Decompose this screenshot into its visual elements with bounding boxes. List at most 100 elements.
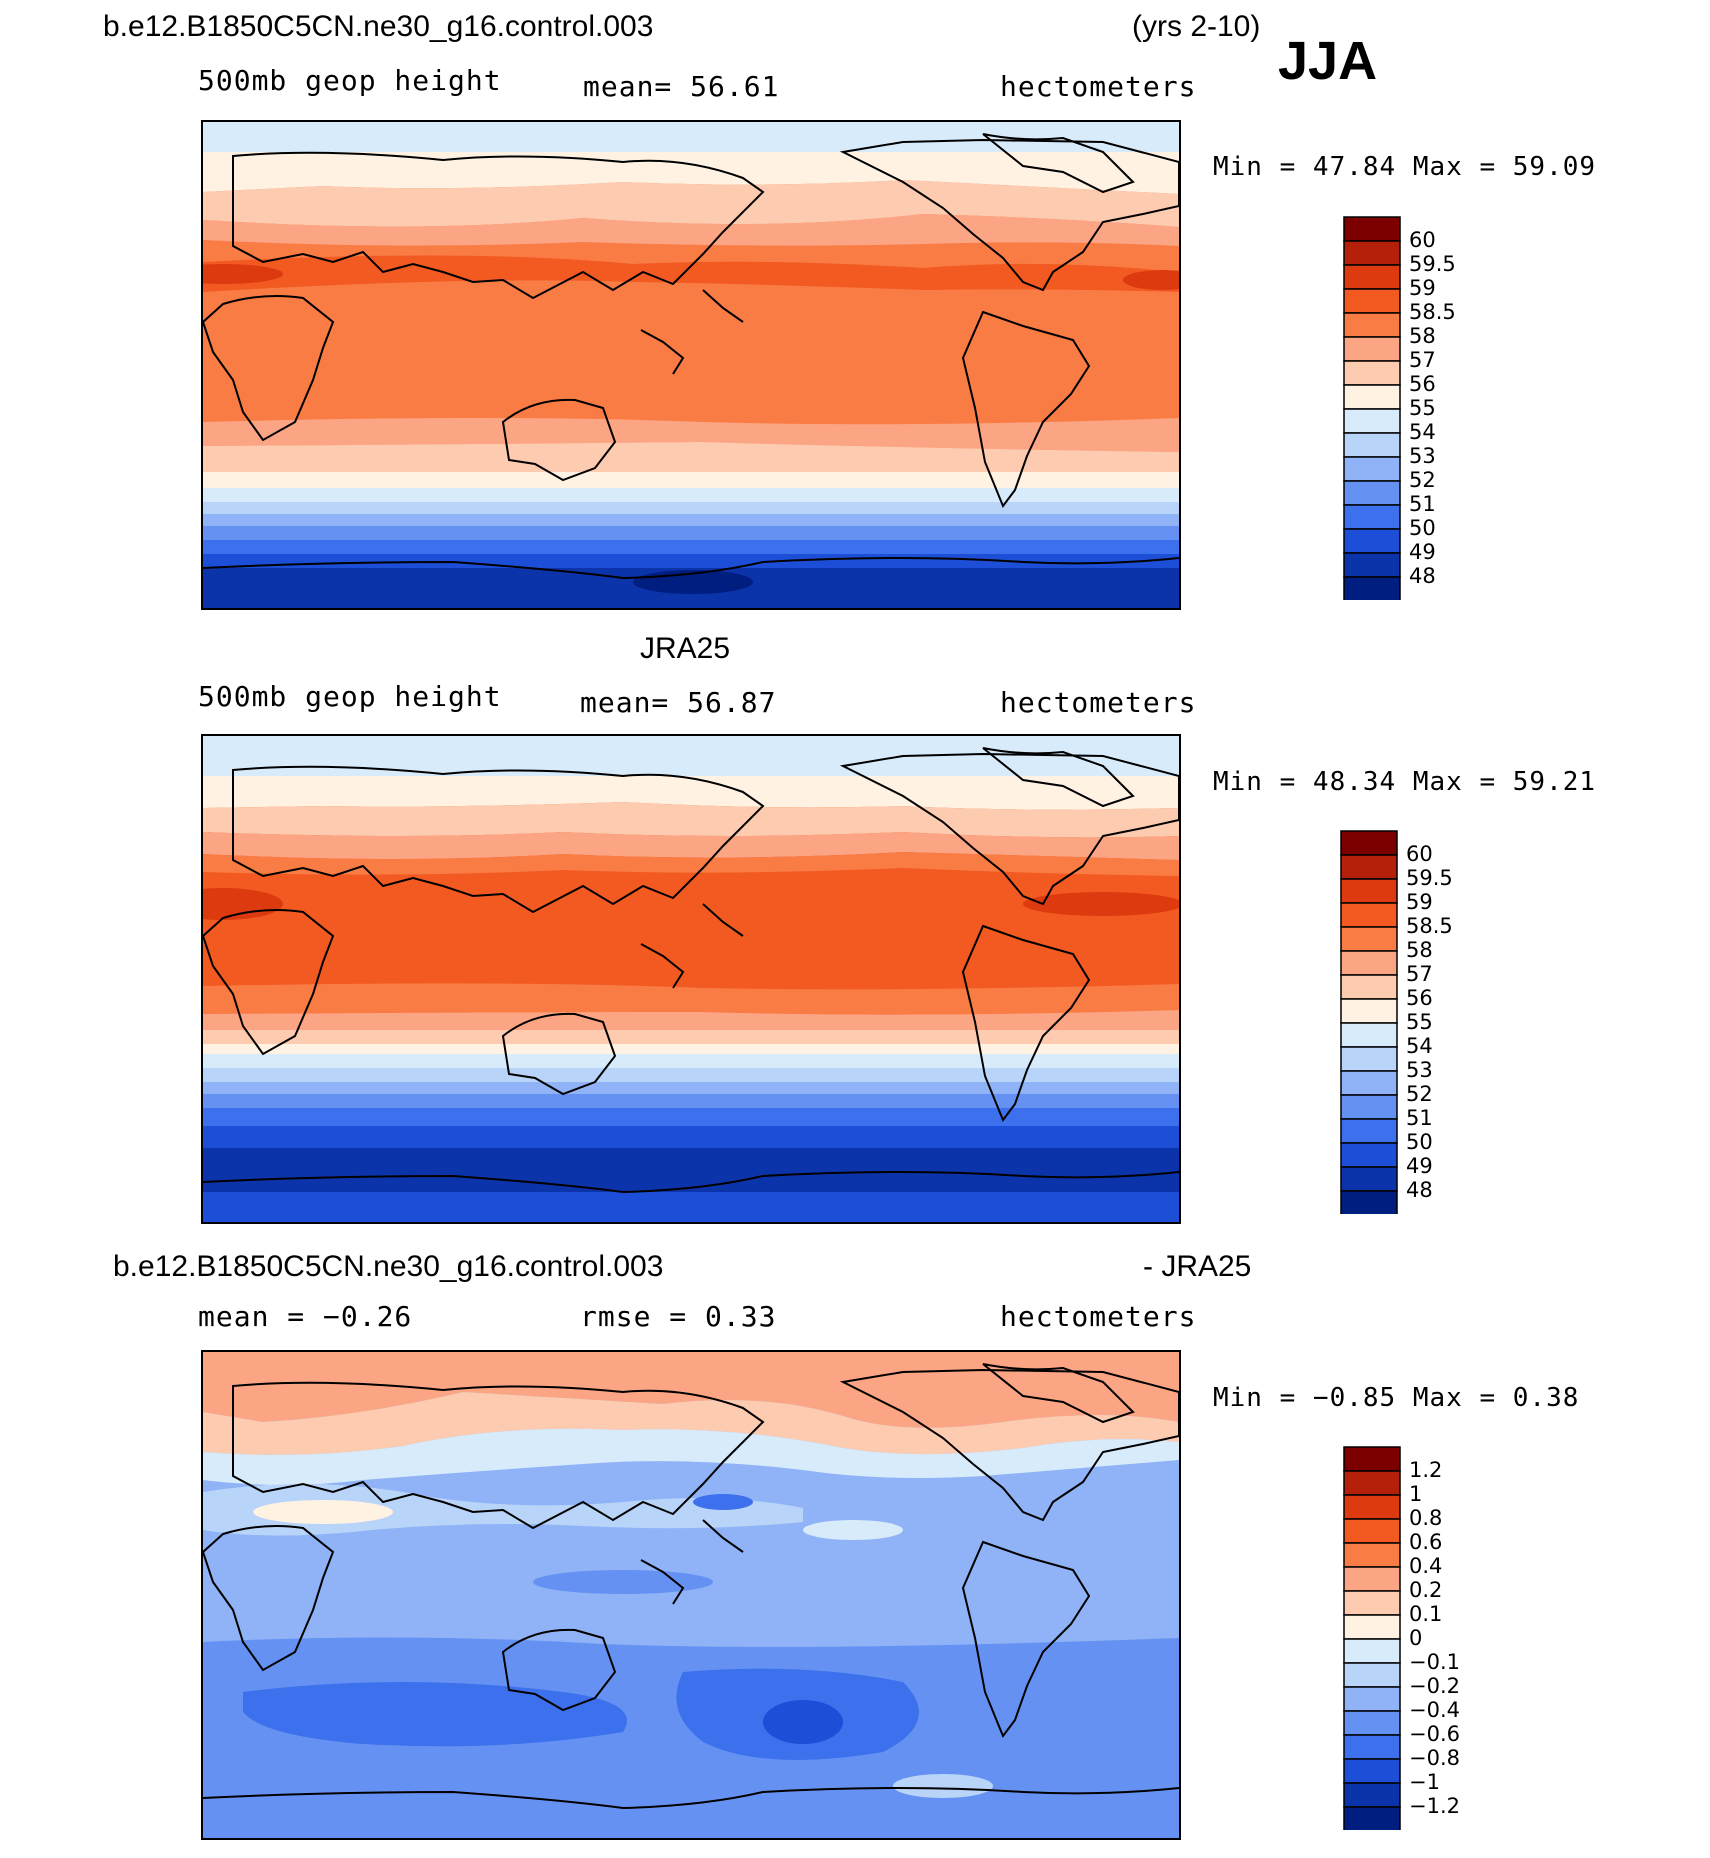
colorbar-tick-label: −1 [1409, 1770, 1440, 1794]
panel1-band-s7 [203, 526, 1179, 542]
colorbar-tick-label: 59.5 [1406, 866, 1453, 890]
panel3-colorbar-bar [1343, 1446, 1401, 1832]
panel3-arctic-pale [203, 1392, 1179, 1455]
colorbar-swatch [1343, 384, 1401, 410]
season-label: JJA [1278, 31, 1378, 91]
colorbar-swatch [1340, 1190, 1398, 1216]
panel1-band-s5 [203, 502, 1179, 516]
colorbar-tick-label: 1.2 [1409, 1458, 1443, 1482]
panel1-band-s8 [203, 540, 1179, 556]
colorbar-swatch [1340, 998, 1398, 1024]
colorbar-tick-label: 0 [1409, 1626, 1423, 1650]
colorbar-swatch [1343, 552, 1401, 578]
colorbar-tick-label: 51 [1406, 1106, 1433, 1130]
colorbar-swatch [1343, 336, 1401, 362]
colorbar-swatch [1343, 1494, 1401, 1520]
colorbar-tick-label: 60 [1409, 228, 1436, 252]
colorbar-swatch [1340, 854, 1398, 880]
colorbar-tick-label: 52 [1409, 468, 1436, 492]
colorbar-tick-label: 48 [1406, 1178, 1433, 1202]
panel1-contour-field [203, 122, 1179, 608]
colorbar-swatch [1340, 1046, 1398, 1072]
panel3-coastlines [203, 1363, 1179, 1810]
panel1-units: hectometers [1000, 70, 1197, 103]
case-title: b.e12.B1850C5CN.ne30_g16.control.003 [103, 10, 654, 43]
panel3-zero-band [203, 1428, 1179, 1485]
colorbar-swatch [1343, 408, 1401, 434]
panel2-band-s9 [203, 1126, 1179, 1150]
panel3-mean: mean = −0.26 [198, 1300, 413, 1333]
colorbar-swatch [1343, 312, 1401, 338]
colorbar-swatch [1343, 1446, 1401, 1472]
panel2-band-n3 [203, 832, 1179, 860]
panel3-heading: b.e12.B1850C5CN.ne30_g16.control.003 [113, 1250, 664, 1283]
panel3-units: hectometers [1000, 1300, 1197, 1333]
colorbar-tick-label: 0.8 [1409, 1506, 1443, 1530]
colorbar-swatch [1340, 1118, 1398, 1144]
colorbar-tick-label: −0.6 [1409, 1722, 1460, 1746]
colorbar-tick-label: 50 [1409, 516, 1436, 540]
colorbar-swatch [1343, 1662, 1401, 1688]
colorbar-swatch [1340, 926, 1398, 952]
panel2-colorbar-bar [1340, 830, 1398, 1216]
colorbar-tick-label: 56 [1409, 372, 1436, 396]
panel2-max-n-africa [203, 888, 283, 920]
colorbar-tick-label: 59.5 [1409, 252, 1456, 276]
colorbar-tick-label: 57 [1406, 962, 1433, 986]
colorbar-swatch [1340, 1142, 1398, 1168]
panel1-max-n-africa [203, 264, 283, 284]
colorbar-swatch [1340, 1022, 1398, 1048]
colorbar-swatch [1340, 902, 1398, 928]
panel3-colorbar: 1.2 1 0.8 0.6 0.4 0.2 0.1 0 −0.1 −0.2 −0.4 −0.6 −0.8… [1343, 1446, 1460, 1835]
panel2-band-s5 [203, 1068, 1179, 1084]
colorbar-swatch [1340, 974, 1398, 1000]
colorbar-tick-label: 53 [1406, 1058, 1433, 1082]
colorbar-tick-label: −0.1 [1409, 1650, 1460, 1674]
panel2-heading: JRA25 [640, 632, 731, 665]
panel1-max-atlantic [1123, 270, 1179, 290]
colorbar-tick-label: 55 [1409, 396, 1436, 420]
colorbar-tick-label: −0.4 [1409, 1698, 1460, 1722]
colorbar-swatch [1343, 480, 1401, 506]
panel2-band-s2 [203, 1030, 1179, 1046]
panel3-europe-neutral [253, 1500, 393, 1524]
panel1-band-s6 [203, 514, 1179, 528]
panel3-antarctic-light [893, 1774, 993, 1798]
panel1-colorbar: 60 59.5 59 58.5 58 57 56 55 54 53 52 51 50 49 48 [1343, 216, 1456, 605]
colorbar-tick-label: 1 [1409, 1482, 1423, 1506]
panel2-band-n2 [203, 802, 1179, 838]
colorbar-tick-label: 58 [1409, 324, 1436, 348]
colorbar-swatch [1343, 1614, 1401, 1640]
colorbar-tick-label: 53 [1409, 444, 1436, 468]
colorbar-tick-label: 49 [1406, 1154, 1433, 1178]
panel1-band-arctic [203, 122, 1179, 152]
colorbar-tick-label: 54 [1409, 420, 1436, 444]
colorbar-swatch [1343, 1734, 1401, 1760]
panel1-band-subtrop [203, 255, 1179, 292]
panel1-minmax: Min = 47.84 Max = 59.09 [1213, 152, 1597, 182]
colorbar-tick-label: 58.5 [1406, 914, 1453, 938]
colorbar-swatch [1340, 1094, 1398, 1120]
colorbar-swatch [1343, 1782, 1401, 1808]
colorbar-swatch [1343, 504, 1401, 530]
panel2-variable: 500mb geop height [198, 680, 502, 713]
panel1-colorbar-bar [1343, 216, 1401, 602]
colorbar-swatch [1343, 528, 1401, 554]
panel3-indian-med [533, 1570, 713, 1594]
panel2-contour-field [203, 736, 1179, 1222]
colorbar-tick-label: 59 [1406, 890, 1433, 914]
colorbar-swatch [1340, 1070, 1398, 1096]
panel1-band-n3 [203, 214, 1179, 246]
colorbar-swatch [1343, 1806, 1401, 1832]
panel2-mean: mean= 56.87 [580, 686, 777, 719]
colorbar-swatch [1343, 432, 1401, 458]
colorbar-swatch [1343, 1518, 1401, 1544]
panel2-colorbar: 60 59.5 59 58.5 58 57 56 55 54 53 52 51 50 49 48 [1340, 830, 1453, 1219]
panel2-map [201, 734, 1181, 1224]
panel1-variable: 500mb geop height [198, 64, 502, 97]
colorbar-swatch [1343, 1758, 1401, 1784]
colorbar-swatch [1343, 1566, 1401, 1592]
colorbar-tick-label: −0.2 [1409, 1674, 1460, 1698]
colorbar-tick-label: 58.5 [1409, 300, 1456, 324]
colorbar-tick-label: 0.1 [1409, 1602, 1443, 1626]
